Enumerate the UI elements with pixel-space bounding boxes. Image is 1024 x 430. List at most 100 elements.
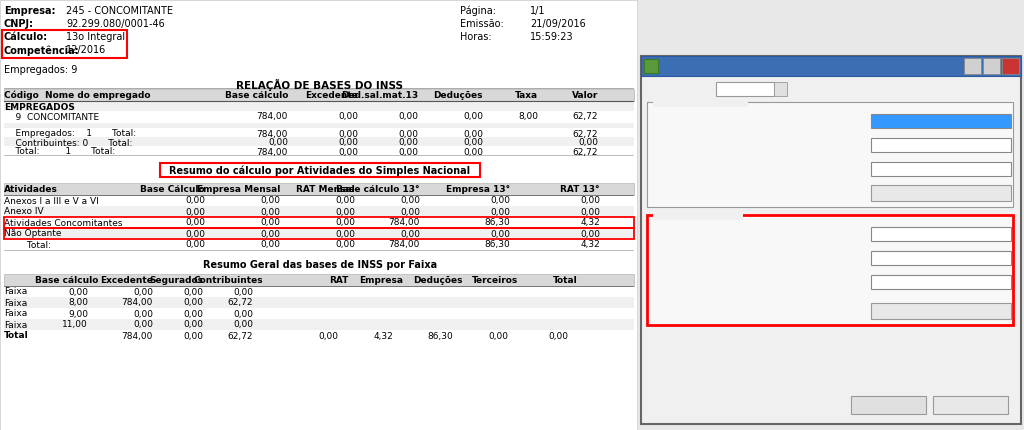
Text: Base Cálculo: Base Cálculo	[140, 185, 205, 194]
Text: 784,00: 784,00	[389, 218, 420, 227]
Bar	[4, 195, 634, 206]
Text: Faixa: Faixa	[4, 298, 28, 307]
Bar	[4, 228, 634, 239]
Text: RAT: RAT	[329, 276, 348, 285]
Text: 13o Integral: 13o Integral	[66, 32, 125, 42]
Text: 0,00: 0,00	[318, 332, 338, 341]
Bar	[774, 82, 787, 96]
Text: Não Optante: Não Optante	[4, 230, 61, 239]
Text: 0,00: 0,00	[400, 197, 420, 206]
Text: 0,00: 0,00	[268, 138, 288, 147]
Text: 2.000,00: 2.000,00	[968, 116, 1008, 125]
Text: RELAÇÃO DE BASES DO INSS: RELAÇÃO DE BASES DO INSS	[237, 79, 403, 91]
Bar	[871, 114, 1011, 128]
Text: 86,30: 86,30	[427, 332, 453, 341]
Text: Ded.sal.mat.13: Ded.sal.mat.13	[341, 91, 418, 100]
Text: 0,00: 0,00	[398, 147, 418, 157]
Text: 0,00: 0,00	[260, 208, 280, 216]
Bar	[4, 183, 634, 195]
Text: Fração:: Fração:	[655, 164, 688, 173]
Text: 15:59:23: 15:59:23	[530, 32, 573, 42]
Text: 0,00: 0,00	[578, 138, 598, 147]
Text: Página:: Página:	[460, 6, 496, 16]
Bar	[4, 239, 634, 250]
Text: 0,00: 0,00	[488, 332, 508, 341]
Bar	[871, 303, 1011, 319]
Text: 0,00: 0,00	[463, 113, 483, 122]
Bar	[933, 396, 1008, 414]
Bar	[4, 217, 634, 228]
Bar	[871, 162, 1011, 176]
Bar	[0, 0, 637, 430]
Text: Empresa Mensal: Empresa Mensal	[197, 185, 280, 194]
Bar	[644, 59, 658, 73]
Bar	[160, 163, 480, 177]
Text: Total: Total	[4, 332, 29, 341]
Text: Anexo IV: Anexo IV	[4, 208, 44, 216]
Text: 0,00: 0,00	[183, 332, 203, 341]
Text: Deduções: Deduções	[414, 276, 463, 285]
Bar	[653, 98, 748, 107]
Text: Competência:: Competência:	[649, 84, 717, 95]
Text: 71.000,00: 71.000,00	[963, 229, 1008, 238]
Bar	[641, 56, 1021, 76]
Text: CNPJ:: CNPJ:	[4, 19, 34, 29]
Text: 11/2016: 11/2016	[719, 84, 759, 94]
Text: Valor: Valor	[571, 91, 598, 100]
Bar	[653, 211, 743, 220]
Text: 0,00: 0,00	[338, 138, 358, 147]
Text: 0,00: 0,00	[335, 218, 355, 227]
Text: -: -	[969, 60, 972, 69]
Text: 0,00: 0,00	[338, 147, 358, 157]
Bar	[4, 128, 634, 137]
Text: 0,00: 0,00	[183, 288, 203, 297]
Text: R: R	[646, 60, 652, 69]
Text: 0,00: 0,00	[580, 230, 600, 239]
Text: Empresa 13°: Empresa 13°	[445, 185, 510, 194]
Bar	[871, 185, 1011, 201]
Text: RAT 13°: RAT 13°	[560, 185, 600, 194]
Text: 0,00: 0,00	[580, 208, 600, 216]
Text: 0,500000: 0,500000	[965, 164, 1008, 173]
Text: Atividades Concomitantes: Atividades Concomitantes	[4, 218, 123, 227]
Bar	[4, 123, 634, 128]
Text: 0,00: 0,00	[338, 113, 358, 122]
Text: 0,00: 0,00	[490, 230, 510, 239]
Text: Emissão:: Emissão:	[460, 19, 504, 29]
Text: Base cálculo: Base cálculo	[35, 276, 98, 285]
Text: 0,00: 0,00	[335, 197, 355, 206]
Text: Terceiros: Terceiros	[472, 276, 518, 285]
Text: Receita bruta anual: Receita bruta anual	[654, 212, 743, 221]
Text: Resumo do cálculo por Atividades do Simples Nacional: Resumo do cálculo por Atividades do Simp…	[169, 166, 471, 176]
Bar	[851, 396, 926, 414]
Text: 62,72: 62,72	[572, 113, 598, 122]
Bar	[641, 56, 1021, 424]
Text: 4,32: 4,32	[581, 240, 600, 249]
Text: RAT Mensal: RAT Mensal	[296, 185, 355, 194]
Text: 0,00: 0,00	[133, 288, 153, 297]
Text: 0,00: 0,00	[338, 129, 358, 138]
Text: Deduções: Deduções	[433, 91, 483, 100]
Text: 8,00: 8,00	[68, 298, 88, 307]
Text: Resumo Geral das bases de INSS por Faixa: Resumo Geral das bases de INSS por Faixa	[203, 260, 437, 270]
Text: Fechar: Fechar	[954, 400, 987, 410]
Bar	[647, 102, 1013, 207]
Bar	[4, 111, 634, 123]
Bar	[871, 227, 1011, 241]
Text: □: □	[988, 60, 996, 69]
Text: 129.000,00: 129.000,00	[956, 253, 1008, 262]
Bar	[4, 319, 634, 330]
Text: 4,32: 4,32	[374, 332, 393, 341]
Text: Receita bruta mensal: Receita bruta mensal	[654, 99, 751, 108]
Text: 784,00: 784,00	[122, 332, 153, 341]
Text: Auferida nas atividades do anexo IV:: Auferida nas atividades do anexo IV:	[655, 229, 820, 238]
Text: 0,00: 0,00	[233, 288, 253, 297]
Text: 0,00: 0,00	[463, 147, 483, 157]
Bar	[983, 58, 1000, 74]
Bar	[716, 82, 774, 96]
Bar	[2, 30, 127, 58]
Text: Segurados: Segurados	[150, 276, 203, 285]
Bar	[871, 251, 1011, 265]
Text: 0,00: 0,00	[185, 230, 205, 239]
Text: 0,00: 0,00	[398, 138, 418, 147]
